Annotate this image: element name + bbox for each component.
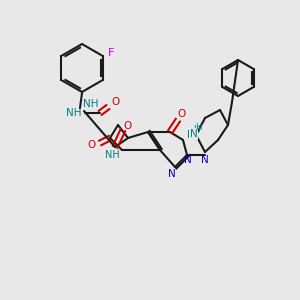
Text: N: N [187,130,195,140]
Text: N: N [188,132,195,142]
Text: O: O [88,140,96,150]
Text: N: N [201,155,209,165]
Text: O: O [124,121,132,131]
Text: NH: NH [83,99,99,109]
Text: O: O [177,109,185,119]
Text: H: H [195,124,201,133]
Text: N: N [184,155,192,165]
Text: O: O [111,97,119,107]
Text: F: F [108,48,114,58]
Text: N: N [190,129,198,139]
Text: H: H [194,125,200,134]
Text: N: N [168,169,176,179]
Text: NH: NH [66,108,82,118]
Text: NH: NH [105,150,119,160]
